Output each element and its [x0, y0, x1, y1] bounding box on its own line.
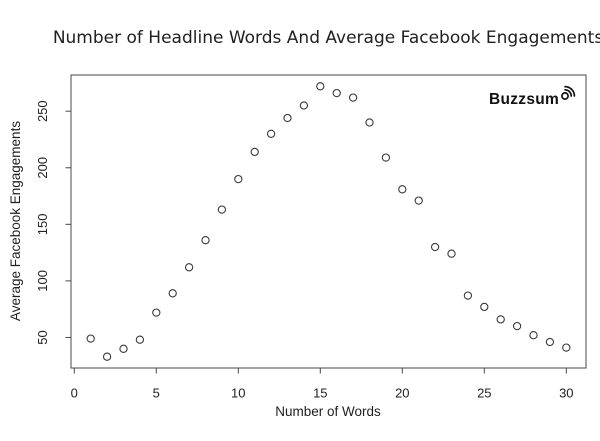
data-point: [332, 88, 341, 98]
x-tick-label: 20: [395, 386, 409, 401]
data-point: [266, 129, 276, 138]
buzzsumo-logo: Buzzsum: [489, 85, 576, 108]
data-point: [102, 352, 112, 361]
data-point: [86, 334, 95, 343]
data-point: [283, 113, 292, 123]
data-point: [234, 174, 243, 184]
data-point: [168, 289, 177, 298]
data-point: [217, 205, 227, 214]
y-axis-label: Average Facebook Engagements: [8, 121, 23, 321]
x-tick-label: 25: [477, 386, 491, 401]
chart-title: Number of Headline Words And Average Fac…: [53, 28, 600, 48]
data-point: [496, 315, 505, 324]
data-point: [414, 196, 423, 205]
data-point: [545, 337, 555, 347]
data-point: [529, 331, 538, 340]
x-tick-label: 0: [71, 386, 78, 401]
data-point: [152, 308, 161, 317]
plot-box: [70, 74, 587, 369]
data-point: [381, 153, 391, 162]
plot-area: 0 5 10 15 20 25 30 50 100 150 200 250: [35, 74, 587, 401]
buzzsumo-wave-icon: [564, 88, 573, 97]
data-point: [299, 101, 309, 110]
y-tick-label: 150: [35, 213, 50, 235]
data-point: [119, 344, 128, 353]
data-point: [348, 93, 358, 102]
data-point: [316, 82, 325, 91]
data-point: [480, 302, 489, 312]
x-tick-label: 30: [559, 386, 573, 401]
data-point: [201, 236, 210, 245]
data-point: [250, 147, 259, 157]
y-tick-label: 50: [35, 330, 50, 344]
x-tick-label: 10: [231, 386, 245, 401]
y-tick-label: 250: [35, 100, 50, 122]
data-point: [135, 335, 145, 344]
x-tick-label: 15: [313, 386, 327, 401]
data-point: [184, 263, 194, 272]
y-tick-label: 200: [35, 157, 50, 179]
x-tick-label: 5: [153, 386, 160, 401]
x-axis-label: Number of Words: [275, 404, 381, 419]
data-point: [398, 185, 407, 194]
data-point: [562, 343, 571, 352]
buzzsumo-logo-text: Buzzsum: [489, 91, 559, 108]
data-point: [430, 242, 440, 252]
data-point: [463, 291, 473, 300]
data-point: [447, 249, 456, 258]
buzzsumo-o-icon: [561, 92, 569, 100]
data-point: [512, 321, 522, 331]
data-point: [365, 118, 374, 127]
y-tick-label: 100: [35, 270, 50, 292]
buzzsumo-wave-icon: [564, 85, 576, 97]
